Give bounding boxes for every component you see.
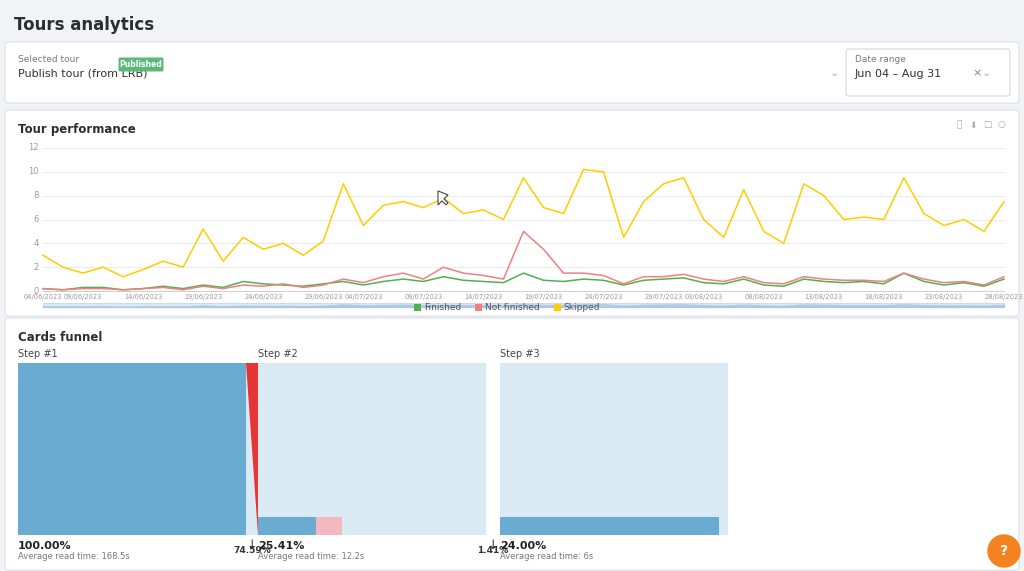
Text: □: □ bbox=[983, 120, 991, 130]
Text: 18/08/2023: 18/08/2023 bbox=[864, 294, 903, 300]
Text: ×: × bbox=[972, 68, 981, 78]
Text: ⬇: ⬇ bbox=[970, 120, 977, 130]
Bar bbox=[414, 304, 421, 311]
FancyBboxPatch shape bbox=[5, 110, 1019, 316]
Bar bbox=[554, 304, 561, 311]
Text: Average read time: 6s: Average read time: 6s bbox=[500, 552, 593, 561]
Text: 29/06/2023: 29/06/2023 bbox=[304, 294, 342, 300]
Text: 03/08/2023: 03/08/2023 bbox=[685, 294, 723, 300]
Text: Publish tour (from LRB): Publish tour (from LRB) bbox=[18, 69, 147, 79]
Text: 14/06/2023: 14/06/2023 bbox=[124, 294, 162, 300]
Bar bbox=[258, 517, 316, 535]
Text: 📋: 📋 bbox=[956, 120, 962, 130]
Text: Skipped: Skipped bbox=[564, 303, 600, 312]
Bar bbox=[316, 517, 342, 535]
Bar bbox=[246, 363, 258, 535]
Text: 12: 12 bbox=[29, 143, 39, 152]
Text: 24/06/2023: 24/06/2023 bbox=[244, 294, 283, 300]
FancyBboxPatch shape bbox=[5, 42, 1019, 103]
Text: 0: 0 bbox=[34, 287, 39, 296]
Text: Date range: Date range bbox=[855, 55, 906, 64]
FancyBboxPatch shape bbox=[119, 58, 164, 71]
Text: 1.41%: 1.41% bbox=[477, 546, 509, 555]
Text: 04/06/2023: 04/06/2023 bbox=[24, 294, 62, 300]
Text: 8: 8 bbox=[34, 191, 39, 200]
Text: 08/08/2023: 08/08/2023 bbox=[744, 294, 783, 300]
Text: 09/07/2023: 09/07/2023 bbox=[404, 294, 442, 300]
FancyBboxPatch shape bbox=[5, 318, 1019, 570]
Text: ○: ○ bbox=[997, 120, 1005, 130]
Text: Not finished: Not finished bbox=[484, 303, 540, 312]
Text: 09/06/2023: 09/06/2023 bbox=[63, 294, 102, 300]
Text: Tour performance: Tour performance bbox=[18, 123, 136, 136]
Bar bbox=[43, 303, 1004, 307]
Polygon shape bbox=[438, 191, 449, 205]
Bar bbox=[500, 363, 728, 535]
Text: ⌄: ⌄ bbox=[982, 68, 991, 78]
Text: 74.59%: 74.59% bbox=[233, 546, 271, 555]
Polygon shape bbox=[246, 363, 258, 535]
Bar bbox=[500, 517, 719, 535]
Text: Average read time: 168.5s: Average read time: 168.5s bbox=[18, 552, 130, 561]
Text: Cards funnel: Cards funnel bbox=[18, 331, 102, 344]
Bar bbox=[475, 304, 481, 311]
Text: 10: 10 bbox=[29, 167, 39, 176]
Text: Step #1: Step #1 bbox=[18, 349, 57, 359]
Text: Finished: Finished bbox=[424, 303, 461, 312]
Text: Published: Published bbox=[120, 60, 163, 69]
Text: Step #3: Step #3 bbox=[500, 349, 540, 359]
Circle shape bbox=[988, 535, 1020, 567]
FancyBboxPatch shape bbox=[846, 49, 1010, 96]
Text: 24.00%: 24.00% bbox=[500, 541, 546, 551]
Text: Step #2: Step #2 bbox=[258, 349, 298, 359]
Text: ↓: ↓ bbox=[247, 539, 257, 552]
Text: ?: ? bbox=[1000, 544, 1008, 558]
Text: 2: 2 bbox=[34, 263, 39, 272]
Text: 14/07/2023: 14/07/2023 bbox=[464, 294, 503, 300]
Text: 23/08/2023: 23/08/2023 bbox=[925, 294, 963, 300]
Text: 04/07/2023: 04/07/2023 bbox=[344, 294, 383, 300]
Bar bbox=[258, 363, 486, 535]
Text: 25.41%: 25.41% bbox=[258, 541, 304, 551]
Text: 4: 4 bbox=[34, 239, 39, 248]
Text: 28/08/2023: 28/08/2023 bbox=[985, 294, 1023, 300]
Text: Selected tour: Selected tour bbox=[18, 55, 79, 64]
Text: 13/08/2023: 13/08/2023 bbox=[805, 294, 843, 300]
Text: ⌄: ⌄ bbox=[830, 68, 840, 78]
Text: 19/06/2023: 19/06/2023 bbox=[184, 294, 222, 300]
Text: 24/07/2023: 24/07/2023 bbox=[585, 294, 623, 300]
Text: ↓: ↓ bbox=[487, 539, 499, 552]
Text: 19/07/2023: 19/07/2023 bbox=[524, 294, 562, 300]
Text: 29/07/2023: 29/07/2023 bbox=[644, 294, 683, 300]
Text: Tours analytics: Tours analytics bbox=[14, 16, 155, 34]
Text: 6: 6 bbox=[34, 215, 39, 224]
Text: Jun 04 – Aug 31: Jun 04 – Aug 31 bbox=[855, 69, 942, 79]
Bar bbox=[18, 363, 246, 535]
Text: Average read time: 12.2s: Average read time: 12.2s bbox=[258, 552, 365, 561]
Text: 100.00%: 100.00% bbox=[18, 541, 72, 551]
